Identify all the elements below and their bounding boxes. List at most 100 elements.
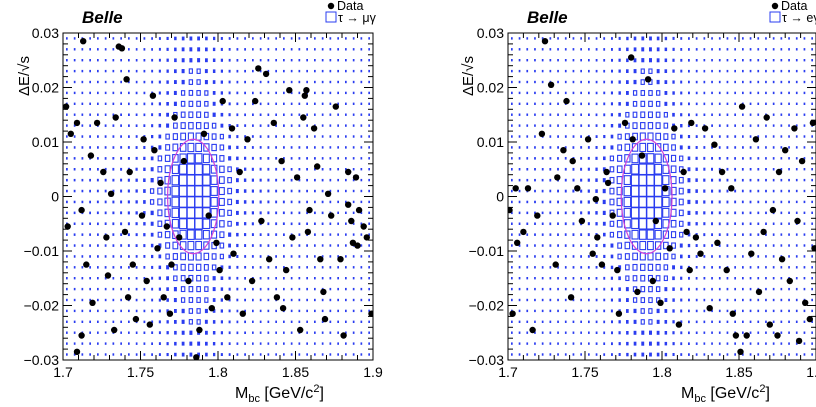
data-point [304,228,312,236]
mc-box [757,244,760,247]
mc-box [314,331,316,334]
mc-box [150,167,154,172]
mc-box [267,59,270,62]
mc-box [541,211,544,215]
mc-box [112,298,115,302]
mc-box [734,69,736,73]
mc-box [81,244,84,247]
mc-box [726,211,729,215]
legend-data-marker [771,2,779,10]
data-point [594,234,601,241]
mc-box [267,200,270,204]
data-point [320,288,327,296]
mc-box [244,91,246,95]
mc-box [803,320,806,323]
mc-box [772,168,775,171]
mc-box [655,122,661,130]
mc-box [329,353,332,356]
mc-box [703,244,706,247]
legend-data-label: Data [337,0,363,13]
mc-box [66,211,68,215]
mc-box [654,153,662,164]
mc-box [66,146,68,149]
mc-box [212,276,216,281]
mc-box [321,331,324,334]
mc-box [749,168,752,171]
mc-box [360,91,363,95]
mc-box [564,266,567,269]
mc-box [695,189,698,193]
mc-box [135,222,138,226]
mc-box [345,233,347,236]
mc-box [572,91,575,95]
mc-box [81,200,84,204]
mc-box [290,200,293,204]
mc-box [171,175,180,186]
mc-box [803,124,806,127]
mc-box [178,185,188,197]
mc-box [603,265,606,269]
mc-box [290,331,293,334]
mc-box [616,165,623,174]
mc-box [186,153,195,164]
mc-box [128,102,130,106]
mc-box [648,308,653,314]
mc-box [298,157,301,160]
mc-box [104,244,107,247]
mc-box [557,309,559,313]
mc-box [671,133,676,140]
mc-box [158,276,161,280]
mc-box [211,143,217,152]
mc-box [741,189,744,193]
mc-box [259,255,262,258]
mc-box [734,233,736,236]
mc-box [595,102,598,106]
mc-box [236,298,239,302]
mc-box [687,167,691,172]
mc-box [626,341,629,346]
mc-box [345,342,347,345]
mc-box [112,211,115,215]
mc-box [283,255,285,258]
data-point [219,97,226,105]
mc-box [73,266,76,269]
mc-box [128,135,130,138]
mc-box [197,341,201,346]
mc-box [81,178,84,182]
mc-box [73,233,76,236]
mc-box [244,167,247,171]
mc-box [757,298,760,302]
mc-box [788,113,790,116]
data-point [714,239,721,246]
data-point [534,212,541,219]
mc-box [772,244,775,247]
mc-box [718,135,721,138]
mc-box [526,309,529,313]
mc-box [695,37,698,40]
mc-box [120,222,123,226]
mc-box [360,135,363,138]
mc-box [66,91,68,95]
mc-box [227,166,232,173]
mc-box [186,207,196,219]
mc-box [541,287,544,291]
mc-box [306,113,308,116]
mc-box [557,342,559,345]
mc-box [734,320,736,323]
mc-box [549,157,552,160]
mc-box [587,178,590,182]
panel-right: 1.71.751.81.851.9−0.03−0.02−0.0100.010.0… [460,0,816,405]
mc-box [267,233,270,236]
legend-data-marker [327,2,335,10]
mc-box [135,156,138,160]
mc-box [81,255,84,258]
mc-box [602,221,606,226]
mc-box [112,124,115,127]
mc-box [695,80,698,84]
mc-box [788,157,790,160]
mc-box [196,274,202,282]
mc-box [352,277,355,280]
mc-box [204,297,209,303]
mc-box [772,287,775,291]
data-point [279,305,287,312]
